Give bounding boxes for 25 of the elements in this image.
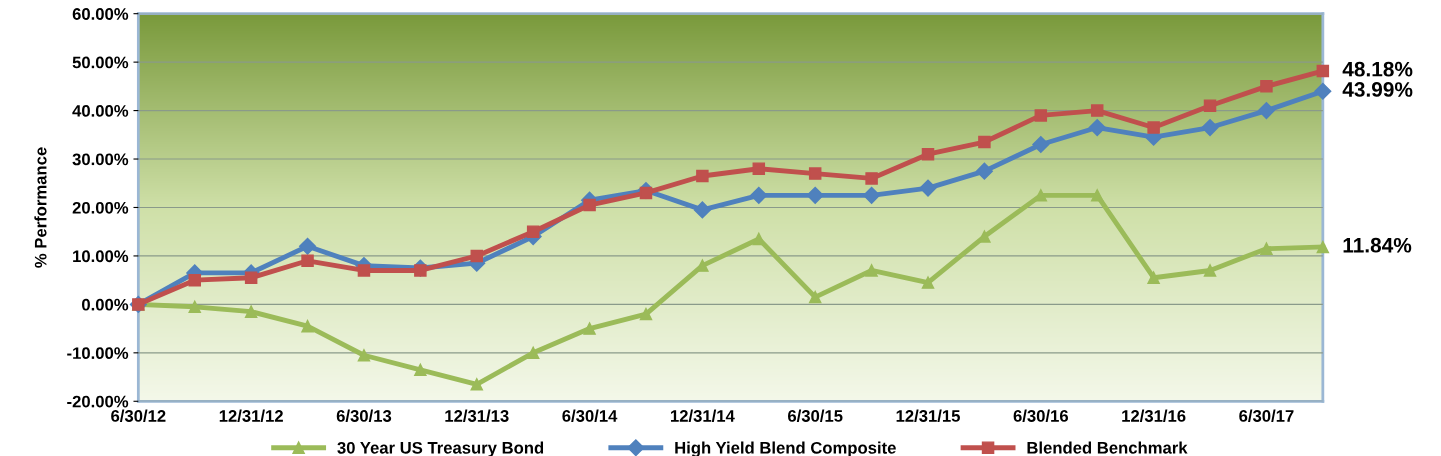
x-tick-label: 12/31/13: [445, 409, 509, 423]
x-tick-label: 6/30/14: [562, 409, 618, 423]
x-tick-label: 6/30/12: [111, 409, 166, 423]
y-tick-label: 20.00%: [72, 201, 129, 214]
data-label: 11.84%: [1343, 237, 1412, 253]
y-tick-label: 10.00%: [73, 250, 129, 263]
data-label: 48.18%: [1342, 61, 1413, 77]
y-tick-label: 30.00%: [72, 153, 129, 166]
y-axis-title: % Performance: [34, 147, 47, 268]
y-tick-label: 50.00%: [72, 56, 129, 69]
x-tick-label: 6/30/16: [1013, 409, 1069, 423]
x-tick-label: 12/31/15: [896, 409, 960, 423]
y-tick-label: 0.00%: [82, 298, 129, 311]
x-tick-label: 12/31/14: [671, 409, 735, 423]
x-tick-label: 6/30/15: [788, 409, 843, 423]
y-tick-label: -20.00%: [67, 395, 129, 408]
y-tick-label: -10.00%: [67, 347, 129, 360]
y-tick-label: 60.00%: [72, 8, 129, 20]
x-tick-label: 12/31/12: [219, 409, 283, 423]
data-label: 43.99%: [1342, 82, 1413, 97]
x-tick-label: 12/31/16: [1122, 409, 1186, 423]
x-tick-label: 6/30/13: [336, 409, 392, 423]
x-tick-label: 6/30/17: [1239, 409, 1294, 423]
y-tick-label: 40.00%: [72, 104, 129, 117]
legend-label: Blended Benchmark: [1027, 441, 1188, 454]
